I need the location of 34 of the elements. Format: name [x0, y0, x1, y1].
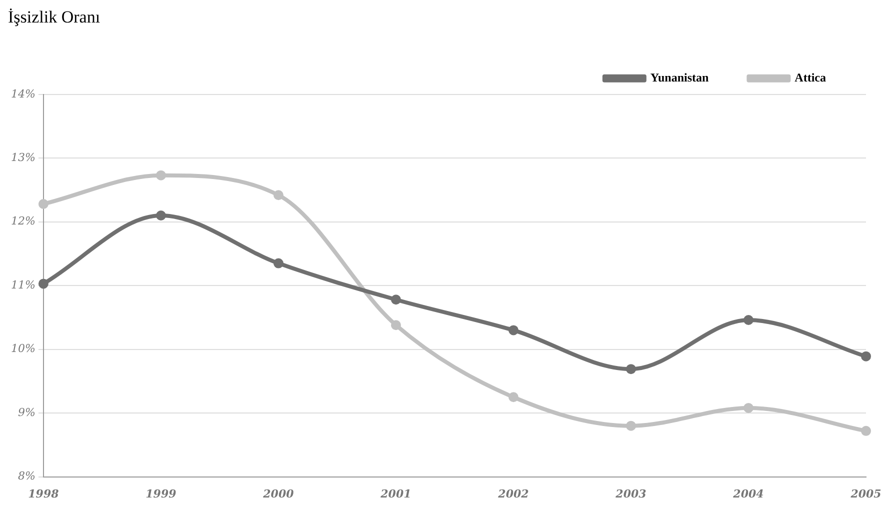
point	[38, 199, 48, 210]
point	[861, 351, 871, 362]
point	[273, 258, 284, 268]
point	[156, 210, 166, 220]
point	[273, 190, 284, 200]
point	[626, 364, 636, 374]
point	[861, 426, 871, 436]
point	[626, 420, 636, 431]
point	[390, 294, 401, 305]
point	[390, 320, 401, 330]
point	[743, 402, 754, 413]
legend-label: Yunanistan	[650, 70, 710, 84]
y-tick-label: 9%	[18, 406, 36, 419]
x-tick-label: 2004	[732, 487, 764, 500]
y-tick-label: 14%	[10, 87, 36, 100]
y-tick-label: 8%	[18, 470, 36, 483]
x-tick-label: 2003	[614, 487, 647, 500]
y-tick-label: 11%	[10, 278, 36, 292]
point	[38, 278, 48, 289]
y-tick-label: 12%	[10, 214, 36, 228]
legend-label: Attica	[794, 70, 826, 84]
y-tick-label: 13%	[10, 150, 36, 164]
point	[508, 325, 518, 336]
y-tick-label: 10%	[10, 342, 36, 356]
point	[156, 170, 166, 180]
x-tick-label: 1999	[146, 487, 177, 500]
x-tick-label: 2005	[850, 487, 882, 500]
point	[508, 392, 518, 402]
chart-title: İşsizlik Oranı	[8, 8, 100, 27]
x-tick-label: 2002	[497, 487, 530, 500]
x-tick-label: 1998	[28, 487, 60, 500]
point	[743, 315, 754, 326]
x-tick-label: 2000	[262, 487, 294, 500]
x-tick-label: 2001	[380, 487, 412, 500]
